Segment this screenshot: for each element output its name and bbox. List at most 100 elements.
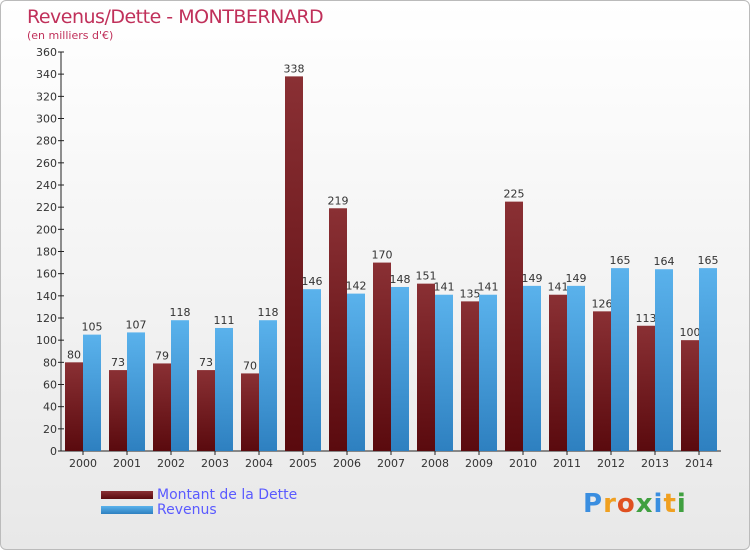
proxiti-logo: Proxiti [583, 489, 687, 519]
data-label: 126 [592, 297, 613, 310]
data-label: 100 [680, 326, 701, 339]
bar-dette [373, 262, 391, 451]
data-label: 146 [302, 275, 323, 288]
data-label: 142 [346, 280, 367, 293]
chart-subtitle: (en milliers d'€) [27, 29, 114, 42]
x-tick-label: 2007 [377, 457, 405, 470]
data-label: 79 [155, 349, 169, 362]
x-tick-label: 2004 [245, 457, 273, 470]
bar-dette [197, 370, 215, 451]
x-tick-label: 2010 [509, 457, 537, 470]
bar-revenus [83, 334, 101, 451]
y-tick-label: 100 [36, 334, 57, 347]
data-label: 111 [214, 314, 235, 327]
bar-dette [109, 370, 127, 451]
y-tick-label: 300 [36, 113, 57, 126]
data-label: 80 [67, 348, 81, 361]
legend-swatch-revenus [101, 506, 153, 514]
y-tick-label: 220 [36, 201, 57, 214]
data-label: 141 [478, 281, 499, 294]
data-label: 135 [460, 287, 481, 300]
bar-dette [549, 294, 567, 451]
x-tick-label: 2000 [69, 457, 97, 470]
data-label: 141 [434, 281, 455, 294]
bar-revenus [259, 320, 277, 451]
data-label: 225 [504, 188, 525, 201]
data-label: 118 [258, 306, 279, 319]
bar-dette [329, 208, 347, 451]
legend-label: Revenus [157, 502, 217, 518]
y-tick-label: 260 [36, 157, 57, 170]
bar-revenus [479, 294, 497, 451]
x-tick-label: 2002 [157, 457, 185, 470]
y-tick-label: 320 [36, 90, 57, 103]
legend-label: Montant de la Dette [157, 487, 298, 503]
bar-revenus [171, 320, 189, 451]
bar-dette [153, 363, 171, 451]
data-label: 118 [170, 306, 191, 319]
y-tick-label: 160 [36, 268, 57, 281]
data-label: 107 [126, 318, 147, 331]
legend-item-debt: Montant de la Dette [101, 487, 297, 503]
bar-revenus [699, 268, 717, 451]
y-tick-label: 140 [36, 290, 57, 303]
chart-title: Revenus/Dette - MONTBERNARD [27, 6, 324, 28]
legend-item-revenus: Revenus [101, 502, 217, 518]
x-tick-label: 2006 [333, 457, 361, 470]
y-tick-label: 240 [36, 179, 57, 192]
legend-swatch-debt [101, 491, 153, 499]
data-label: 70 [243, 359, 257, 372]
bar-dette [505, 201, 523, 451]
y-tick-label: 200 [36, 223, 57, 236]
data-label: 73 [111, 356, 125, 369]
bar-revenus [611, 268, 629, 451]
bar-revenus [655, 269, 673, 451]
x-tick-label: 2001 [113, 457, 141, 470]
data-label: 113 [636, 312, 657, 325]
y-tick-label: 120 [36, 312, 57, 325]
x-tick-label: 2005 [289, 457, 317, 470]
x-tick-label: 2008 [421, 457, 449, 470]
bar-revenus [435, 294, 453, 451]
bar-dette [681, 340, 699, 451]
bar-dette [241, 373, 259, 451]
data-label: 170 [372, 249, 393, 262]
data-label: 165 [610, 254, 631, 267]
data-label: 151 [416, 270, 437, 283]
data-label: 164 [654, 255, 675, 268]
bar-revenus [523, 285, 541, 451]
x-tick-label: 2014 [685, 457, 713, 470]
data-label: 105 [82, 321, 103, 334]
bar-dette [637, 325, 655, 451]
data-label: 148 [390, 273, 411, 286]
bar-dette [65, 362, 83, 451]
y-tick-label: 80 [43, 356, 57, 369]
bar-dette [593, 311, 611, 451]
bar-revenus [347, 293, 365, 451]
bar-revenus [391, 286, 409, 451]
data-label: 141 [548, 281, 569, 294]
x-tick-label: 2003 [201, 457, 229, 470]
bar-revenus [303, 289, 321, 451]
bar-revenus [127, 332, 145, 451]
y-tick-label: 0 [50, 445, 57, 458]
bar-dette [417, 283, 435, 451]
bar-dette [285, 76, 303, 451]
x-tick-label: 2013 [641, 457, 669, 470]
data-label: 165 [698, 254, 719, 267]
y-tick-label: 20 [43, 423, 57, 436]
x-tick-label: 2012 [597, 457, 625, 470]
y-tick-label: 340 [36, 68, 57, 81]
data-label: 73 [199, 356, 213, 369]
bar-dette [461, 301, 479, 451]
y-tick-label: 360 [36, 46, 57, 59]
data-label: 149 [522, 272, 543, 285]
bar-revenus [215, 327, 233, 451]
y-tick-label: 180 [36, 246, 57, 259]
y-tick-label: 40 [43, 401, 57, 414]
x-tick-label: 2009 [465, 457, 493, 470]
data-label: 219 [328, 194, 349, 207]
y-tick-label: 60 [43, 379, 57, 392]
